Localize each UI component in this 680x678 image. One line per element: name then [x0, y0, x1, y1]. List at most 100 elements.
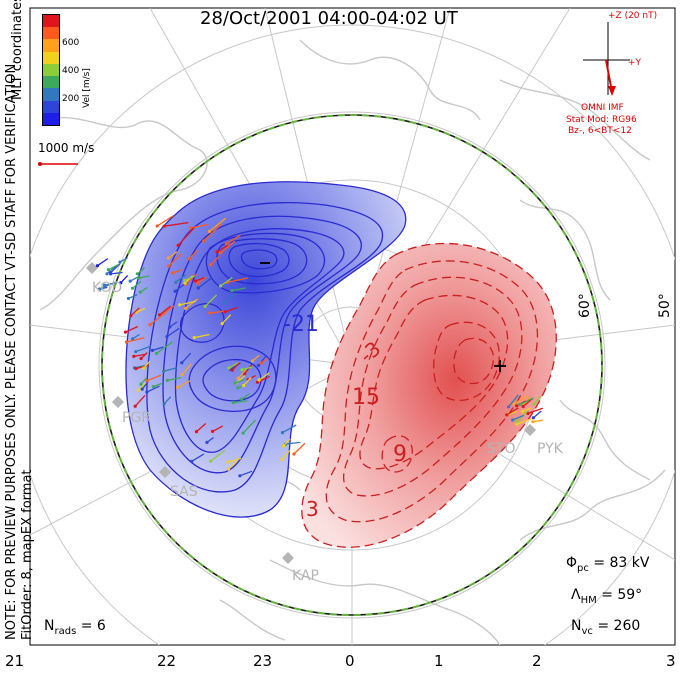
imf-z-label: +Z (20 nT): [608, 11, 658, 21]
velocity-vector: [231, 287, 246, 292]
velocity-vector: [163, 305, 175, 314]
velocity-vector-origin: [202, 239, 206, 243]
velocity-vector-origin: [227, 366, 231, 370]
velocity-vector: [197, 276, 207, 284]
velocity-vector-origin: [222, 301, 226, 305]
velocity-vector-origin: [224, 242, 228, 246]
velocity-vector-origin: [193, 279, 197, 283]
hm-latitude: ΛHM = 59°: [571, 587, 642, 606]
velocity-vector: [516, 417, 533, 425]
velocity-vector: [133, 353, 146, 358]
velocity-vector: [228, 460, 238, 470]
velocity-vector-origin: [139, 382, 143, 386]
velocity-vector-origin: [132, 354, 136, 358]
velocity-vector: [522, 397, 534, 407]
velocity-vector-origin: [145, 390, 149, 394]
velocity-vector: [519, 397, 534, 406]
velocity-vector-origin: [236, 376, 240, 380]
velocity-vector-origin: [128, 279, 132, 283]
velocity-vector-origin: [223, 310, 227, 314]
velocity-vector: [533, 395, 542, 405]
colorbar-swatch: [43, 76, 59, 89]
velocity-vector: [243, 364, 253, 375]
velocity-vector-origin: [178, 303, 182, 307]
velocity-vector-origin: [162, 369, 166, 373]
velocity-vector: [110, 271, 123, 275]
mlt-hour-label: 0: [345, 652, 355, 670]
velocity-vector-origin: [240, 397, 244, 401]
velocity-vector-origin: [194, 430, 199, 434]
velocity-vector: [204, 294, 218, 307]
velocity-vector-origin: [292, 452, 296, 456]
velocity-vector: [184, 275, 195, 282]
velocity-vector: [128, 294, 138, 300]
velocity-vector: [164, 221, 189, 227]
velocity-vector: [188, 249, 199, 260]
velocity-vector: [196, 423, 207, 433]
velocity-vector: [167, 376, 182, 382]
velocity-vector: [233, 400, 248, 404]
velocity-vector: [149, 313, 165, 326]
nvc-subscript: vc: [581, 625, 593, 637]
velocity-vector: [532, 419, 544, 423]
velocity-vector: [231, 362, 240, 371]
lambda-value: = 59°: [601, 587, 643, 603]
velocity-vector-origin: [226, 460, 230, 464]
velocity-vector-origin: [138, 290, 142, 294]
map-title: 28/Oct/2001 04:00-04:02 UT: [200, 8, 458, 29]
velocity-vector: [139, 275, 150, 279]
velocity-vector-origin: [180, 361, 184, 365]
velocity-vector: [166, 327, 180, 338]
velocity-vector-origin: [226, 467, 231, 471]
velocity-vector-origin: [241, 431, 245, 435]
fit-text: FitOrder: 8, mapEX format: [20, 469, 35, 640]
station-label: KAP: [292, 568, 319, 584]
velocity-vector-origin: [175, 385, 180, 389]
velocity-vector: [120, 275, 129, 284]
velocity-vector: [146, 374, 162, 382]
velocity-vector: [163, 367, 178, 372]
velocity-vector: [228, 362, 240, 369]
velocity-vector-origin: [148, 323, 152, 327]
velocity-vector-origin: [515, 422, 519, 426]
velocity-vector-origin: [129, 314, 133, 318]
colorbar-tick: 400: [62, 66, 80, 76]
mlt-hour-label: 23: [253, 652, 273, 670]
velocity-vector-origin: [134, 367, 138, 371]
mlt-hour-label: 2: [532, 652, 542, 670]
velocity-vector-origin: [280, 457, 284, 462]
velocity-vector-origin: [531, 420, 535, 424]
velocity-vector-origin: [255, 380, 260, 384]
velocity-vector: [227, 277, 248, 283]
velocity-vector: [226, 234, 241, 245]
velocity-vector-origin: [209, 459, 213, 463]
imf-dial: [583, 22, 630, 96]
velocity-vector: [282, 438, 291, 447]
velocity-vector: [168, 253, 182, 267]
velocity-vector-origin: [188, 226, 193, 230]
velocity-vector: [146, 385, 160, 393]
velocity-vector-origin: [250, 359, 255, 363]
velocity-vector-origin: [134, 350, 138, 354]
velocity-vector-origin: [531, 416, 536, 420]
nvc-symbol: N: [571, 618, 582, 634]
mlt-hour-label: 21: [5, 652, 25, 670]
velocity-vector-origin: [155, 351, 159, 355]
mlt-hour-label: 3: [666, 652, 676, 670]
velocity-vector-origin: [512, 402, 516, 406]
velocity-vector: [532, 410, 542, 419]
velocity-vector-origin: [150, 348, 155, 352]
velocity-vector-origin: [192, 336, 196, 340]
velocity-vector-origin: [158, 313, 162, 317]
velocity-vector-origin: [208, 311, 212, 315]
colorbar-swatch: [43, 88, 59, 101]
velocity-vector: [281, 449, 291, 460]
imf-source: OMNI IMF: [581, 103, 624, 113]
velocity-vector: [163, 396, 172, 405]
velocity-vector-origin: [173, 289, 177, 293]
velocity-vector: [194, 333, 210, 339]
colorbar-swatch: [43, 27, 59, 40]
velocity-vector: [179, 300, 197, 306]
colorbar-label: Vel [m/s]: [82, 68, 92, 108]
